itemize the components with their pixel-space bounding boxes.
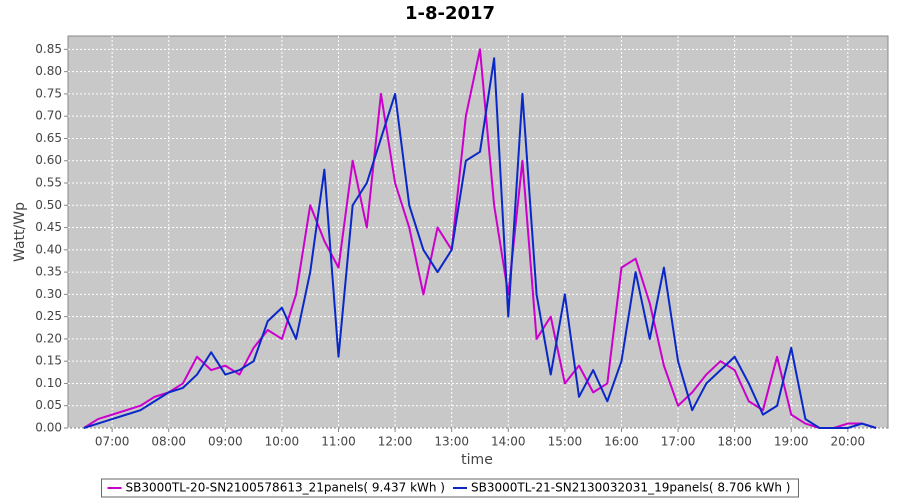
x-tick-label: 14:00 xyxy=(491,435,526,449)
y-tick-label: 0.55 xyxy=(35,176,62,190)
x-tick-label: 19:00 xyxy=(774,435,809,449)
legend-label: SB3000TL-21-SN2130032031_19panels( 8.706… xyxy=(471,481,790,495)
x-tick-label: 13:00 xyxy=(434,435,469,449)
y-tick-label: 0.25 xyxy=(35,309,62,323)
y-tick-label: 0.20 xyxy=(35,331,62,345)
y-tick-label: 0.50 xyxy=(35,198,62,212)
y-axis-label: Watt/Wp xyxy=(12,202,28,262)
y-tick-label: 0.45 xyxy=(35,220,62,234)
x-tick-label: 11:00 xyxy=(321,435,356,449)
y-tick-label: 0.85 xyxy=(35,42,62,56)
x-tick-label: 12:00 xyxy=(378,435,413,449)
x-tick-label: 20:00 xyxy=(831,435,866,449)
chart-title: 1-8-2017 xyxy=(405,3,495,24)
y-tick-label: 0.10 xyxy=(35,376,62,390)
legend: SB3000TL-20-SN2100578613_21panels( 9.437… xyxy=(101,478,799,498)
y-tick-label: 0.65 xyxy=(35,131,62,145)
x-tick-label: 17:00 xyxy=(661,435,696,449)
x-tick-label: 18:00 xyxy=(717,435,752,449)
y-tick-label: 0.05 xyxy=(35,398,62,412)
y-tick-label: 0.60 xyxy=(35,153,62,167)
x-axis-label: time xyxy=(461,452,493,468)
y-tick-label: 0.35 xyxy=(35,265,62,279)
series-line xyxy=(83,57,877,429)
y-tick-label: 0.00 xyxy=(35,421,62,435)
y-tick-label: 0.80 xyxy=(35,64,62,78)
series-line xyxy=(83,48,877,429)
x-tick-label: 09:00 xyxy=(208,435,243,449)
y-tick-label: 0.15 xyxy=(35,354,62,368)
legend-box xyxy=(101,478,799,498)
y-tick-label: 0.75 xyxy=(35,86,62,100)
legend-label: SB3000TL-20-SN2100578613_21panels( 9.437… xyxy=(126,481,445,495)
x-tick-label: 16:00 xyxy=(604,435,639,449)
x-tick-label: 08:00 xyxy=(151,435,186,449)
y-tick-label: 0.30 xyxy=(35,287,62,301)
y-tick-label: 0.70 xyxy=(35,109,62,123)
y-tick-label: 0.40 xyxy=(35,242,62,256)
x-tick-label: 10:00 xyxy=(265,435,300,449)
x-tick-label: 07:00 xyxy=(95,435,130,449)
x-tick-label: 15:00 xyxy=(548,435,583,449)
